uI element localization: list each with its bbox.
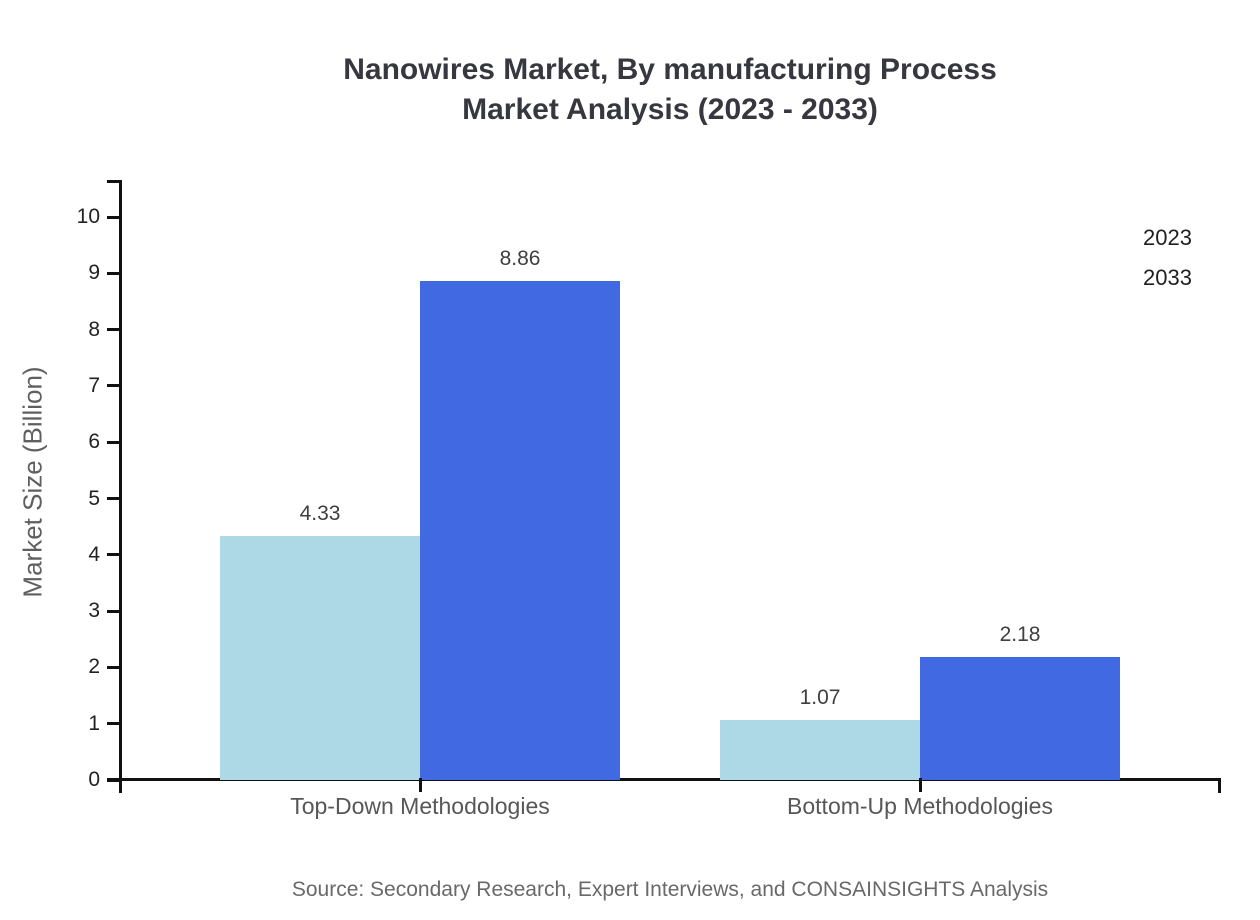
chart-title-line-1: Nanowires Market, By manufacturing Proce… [343,53,997,86]
y-tick-mark [107,553,120,557]
bar-2023-category-1 [220,536,420,780]
x-axis-line [107,778,1221,781]
y-tick-label: 4 [88,542,100,566]
y-tick-label: 10 [76,205,100,228]
x-tick-mark [418,778,422,792]
y-tick-label: 9 [88,261,100,285]
bar-value-label: 8.86 [499,247,541,271]
y-axis-line [119,180,122,793]
y-tick-mark [107,384,120,388]
source-note: Source: Secondary Research, Expert Inter… [291,878,1049,901]
bar-2023-category-2 [720,719,920,780]
y-tick-label: 1 [88,711,100,735]
bar-value-label: 2.18 [999,623,1041,647]
y-tick-mark [107,497,120,500]
y-tick-mark [107,440,120,444]
x-tick-mark [918,778,922,792]
y-axis-end-cap [107,180,122,183]
y-tick-label: 2 [88,655,100,679]
legend-label-2023: 2023 [1143,225,1192,250]
bar-value-label: 4.33 [299,502,341,526]
y-tick-mark [107,328,120,332]
y-tick-mark [107,722,120,726]
legend-label-2033: 2033 [1143,265,1192,290]
y-tick-label: 8 [88,317,100,341]
y-tick-label: 5 [88,486,100,510]
y-tick-label: 6 [88,430,100,454]
x-axis-end-cap [1218,778,1221,793]
y-tick-mark [107,271,120,275]
chart-title-line-2: Market Analysis (2023 - 2033) [462,93,878,126]
y-tick-mark [107,778,120,782]
x-category-label: Top-Down Methodologies [290,793,550,819]
y-tick-label: 3 [88,599,100,623]
y-tick-mark [107,609,120,613]
y-tick-mark [107,215,120,219]
y-tick-mark [107,665,120,669]
x-category-label: Bottom-Up Methodologies [787,793,1053,819]
bar-value-label: 1.07 [799,685,841,709]
y-tick-label: 0 [88,768,100,791]
bar-2033-category-2 [920,657,1120,780]
bar-2033-category-1 [420,281,620,780]
y-tick-label: 7 [88,373,100,397]
chart-title: Nanowires Market, By manufacturing Proce… [80,50,1260,130]
